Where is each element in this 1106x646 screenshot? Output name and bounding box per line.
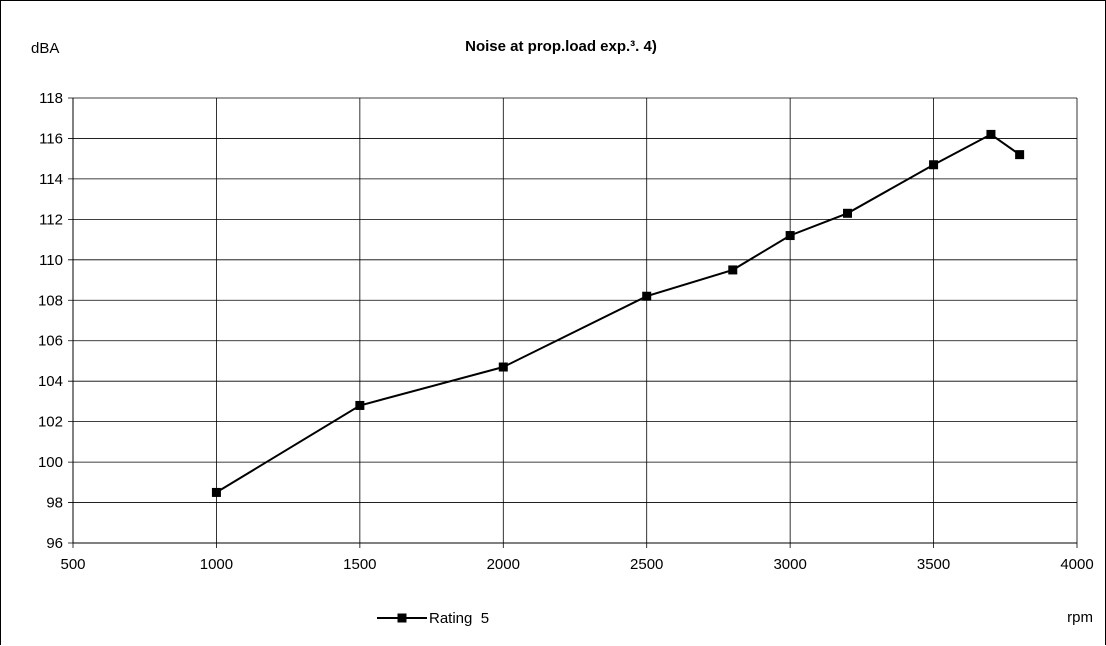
data-point-1500	[355, 400, 365, 410]
y-axis-label: dBA	[31, 40, 59, 57]
grid-lines	[68, 97, 1078, 548]
legend-label-rating-5: Rating 5	[429, 610, 489, 627]
y-tick-label-102: 102	[38, 414, 63, 431]
y-tick-label-108: 108	[38, 292, 63, 309]
series-line-0	[215, 133, 1021, 494]
y-tick-label-116: 116	[39, 130, 63, 147]
y-tick-label-96: 96	[46, 535, 63, 552]
y-tick-labels: 96 98 100 102 104 106 108 110 112 114 116 118	[38, 90, 63, 552]
y-tick-label-98: 98	[46, 495, 63, 512]
data-point-3800	[1015, 150, 1025, 160]
data-point-1000	[211, 487, 221, 497]
y-tick-label-100: 100	[38, 454, 63, 471]
x-tick-label-3500: 3500	[917, 556, 950, 573]
x-axis-label: rpm	[1067, 609, 1093, 626]
x-tick-label-2000: 2000	[487, 556, 520, 573]
series-group	[211, 129, 1025, 497]
data-point-3700	[986, 129, 996, 139]
x-tick-label-1000: 1000	[200, 556, 233, 573]
data-point-2000	[498, 362, 508, 372]
legend: Rating 5	[377, 610, 489, 627]
legend-marker-swatch	[397, 613, 407, 623]
chart-title: Noise at prop.load exp.³. 4)	[465, 38, 657, 55]
x-tick-label-500: 500	[60, 556, 85, 573]
x-tick-label-3000: 3000	[773, 556, 806, 573]
data-point-3200	[843, 208, 853, 218]
data-point-3500	[929, 160, 939, 170]
y-tick-label-106: 106	[38, 333, 63, 350]
x-tick-label-1500: 1500	[343, 556, 376, 573]
y-tick-label-114: 114	[39, 171, 63, 188]
data-point-2800	[728, 265, 738, 275]
data-point-2500	[642, 291, 652, 301]
x-tick-label-2500: 2500	[630, 556, 663, 573]
y-tick-label-110: 110	[39, 252, 63, 269]
x-tick-label-4000: 4000	[1060, 556, 1093, 573]
data-point-3000	[785, 231, 795, 241]
x-tick-labels: 500 1000 1500 2000 2500 3000 3500 4000	[60, 556, 1093, 573]
y-tick-label-118: 118	[39, 90, 63, 107]
y-tick-label-104: 104	[38, 373, 63, 390]
y-tick-label-112: 112	[39, 211, 63, 228]
